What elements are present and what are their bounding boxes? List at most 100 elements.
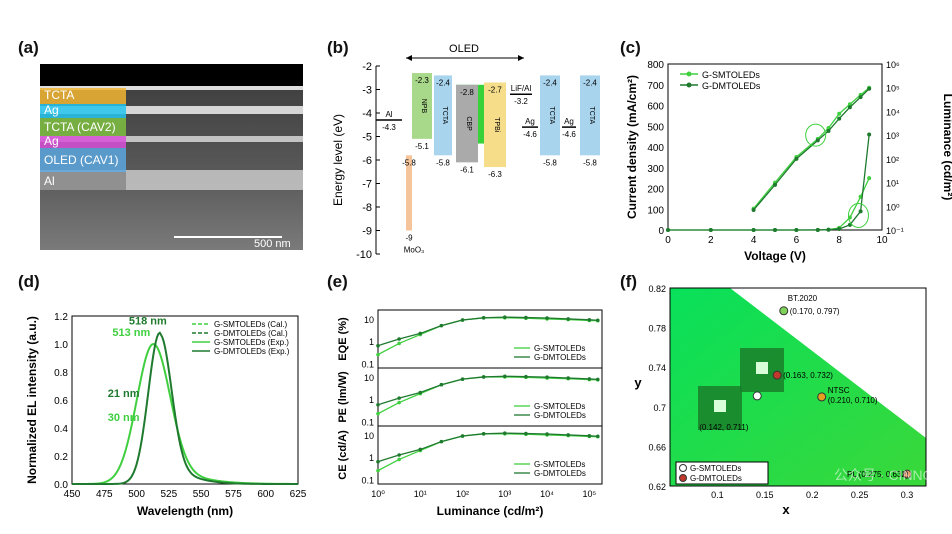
plot-frame	[71, 315, 299, 485]
x-tick-label: 475	[96, 489, 113, 500]
y2-tick-label: 10³	[886, 131, 899, 141]
cie-region	[670, 288, 926, 486]
current-line-0	[668, 177, 870, 231]
legend-label: G-SMTOLEDs	[690, 464, 741, 473]
moo3-label: MoO₃	[404, 246, 425, 255]
point-label: NTSC	[828, 386, 850, 395]
legend-marker	[679, 464, 687, 472]
y-tick-label: -8	[362, 202, 372, 214]
homo-lumo-label: -2.3	[415, 76, 429, 85]
y-tick-label: -7	[362, 179, 372, 191]
energy-block-tcta	[540, 75, 560, 156]
x-tick-label: 10	[876, 235, 888, 246]
luminance-point	[815, 138, 820, 143]
work-function-label: -4.3	[382, 123, 396, 132]
x-axis-title: Wavelength (nm)	[137, 504, 233, 518]
legend-label: G-SMTOLEDs (Cal.)	[214, 320, 288, 329]
x-axis-title: x	[782, 502, 790, 517]
energy-block-cbp	[456, 84, 478, 163]
energy-block-tcta	[580, 75, 600, 156]
layer-name: NPB	[420, 99, 427, 114]
y-tick-label: 1.2	[54, 312, 68, 323]
legend-label: G-DMTOLEDs	[690, 474, 742, 483]
x-tick-label: 625	[290, 489, 307, 500]
x-tick-label: 10²	[456, 489, 469, 499]
legend-label: G-DMTOLEDs	[534, 353, 586, 362]
y-tick-label: 0.2	[54, 452, 68, 463]
energy-block-tcta	[434, 75, 452, 156]
y-tick-label: -5	[362, 132, 372, 144]
current-point	[794, 228, 799, 232]
efficiency-point	[595, 434, 600, 439]
homo-lumo-label: -2.8	[460, 88, 474, 97]
efficiency-point	[502, 315, 507, 319]
highlight-circle	[847, 202, 869, 228]
legend-label: G-DMTOLEDs (Cal.)	[214, 329, 288, 338]
efficiency-line	[377, 316, 598, 347]
y-tick-label: 1	[369, 395, 374, 405]
layer-name: TCTA	[588, 106, 595, 124]
y-tick-label: -9	[362, 226, 372, 238]
efficiency-point	[397, 453, 401, 457]
x-tick-label: 450	[64, 489, 81, 500]
current-point	[826, 227, 831, 232]
efficiency-point	[524, 374, 528, 379]
efficiency-point	[376, 411, 380, 416]
y-tick-label: 0.1	[361, 360, 374, 370]
fwhm-annotation: 30 nm	[108, 412, 140, 424]
scale-bar	[174, 236, 282, 238]
work-function-label: -4.6	[523, 130, 537, 139]
y-tick-label: 0.66	[648, 442, 666, 452]
x-tick-label: 0.25	[851, 490, 869, 500]
y-tick-label: 0.62	[648, 482, 666, 492]
y-tick-label: 0	[658, 226, 664, 237]
efficiency-point	[481, 432, 486, 436]
x-tick-label: 575	[225, 489, 242, 500]
layer-label-tcta-cav2: TCTA (CAV2)	[44, 120, 116, 134]
current-point	[837, 226, 842, 231]
legend-label: G-DMTOLEDs	[702, 81, 761, 91]
y-tick-label: 500	[647, 122, 664, 133]
efficiency-point	[397, 341, 401, 346]
panel-label-d: (d)	[18, 272, 40, 291]
y-tick-label: 0.6	[54, 396, 68, 407]
y-tick-label: 0.78	[648, 324, 666, 334]
legend-box	[675, 461, 769, 485]
efficiency-point	[397, 337, 401, 341]
y-tick-label: 300	[647, 164, 664, 175]
device-emission	[714, 400, 726, 412]
y-tick-label: 400	[647, 143, 664, 154]
efficiency-point	[418, 331, 423, 336]
efficiency-point	[460, 318, 465, 322]
y-tick-label: 0.0	[54, 480, 68, 491]
current-point	[751, 228, 756, 232]
x-tick-label: 10¹	[414, 489, 427, 499]
y2-tick-label: 10⁶	[886, 60, 900, 70]
fwhm-annotation: 21 nm	[108, 388, 140, 400]
cie-point	[772, 370, 782, 380]
work-function-label: -3.2	[514, 97, 528, 106]
efficiency-point	[439, 382, 444, 387]
y-tick-label: -4	[362, 108, 372, 120]
layer-name: TCTA	[441, 106, 448, 124]
y-tick-label: 600	[647, 102, 664, 113]
x-tick-label: 500	[128, 489, 145, 500]
layer-name: TCTA	[548, 106, 555, 124]
y2-tick-label: 10⁵	[886, 84, 900, 94]
homo-lumo-label: -6.1	[460, 165, 474, 174]
y-tick-label: -6	[362, 155, 372, 167]
efficiency-point	[376, 468, 380, 473]
legend-label: G-SMTOLEDs	[534, 460, 585, 469]
efficiency-point	[376, 352, 380, 357]
cie-point	[902, 469, 912, 479]
y-axis-title: Normalized EL intensity (a.u.)	[25, 316, 39, 484]
peak-annotation: 518 nm	[129, 316, 167, 328]
current-point	[858, 209, 863, 214]
device-emission	[756, 362, 768, 374]
layer-name: TPBi	[493, 117, 500, 133]
y-tick-label: 10	[364, 373, 374, 383]
luminance-point	[847, 102, 852, 107]
y2-tick-label: 10²	[886, 155, 899, 165]
x-tick-label: 550	[193, 489, 210, 500]
